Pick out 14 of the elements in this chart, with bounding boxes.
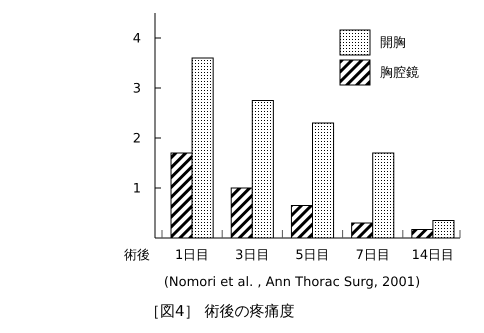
text: 術後: [124, 248, 150, 263]
text: ［図4］ 術後の疼痛度: [145, 302, 294, 320]
x-tick-label: 1日目: [174, 248, 210, 263]
legend-label: 胸腔鏡: [380, 66, 419, 81]
text: (Nomori et al. , Ann Thorac Surg, 2001): [164, 275, 420, 290]
legend-label: 開胸: [380, 36, 406, 51]
x-tick-label: 5日目: [295, 248, 330, 263]
y-tick-label: 1: [132, 182, 141, 197]
y-tick-label: 2: [132, 132, 141, 147]
y-tick-label: 3: [132, 82, 141, 97]
y-tick-label: 4: [132, 32, 141, 47]
x-tick-label: 7日目: [356, 248, 390, 263]
x-tick-label: 14日目: [412, 248, 454, 263]
x-tick-label: 3日目: [235, 248, 270, 263]
